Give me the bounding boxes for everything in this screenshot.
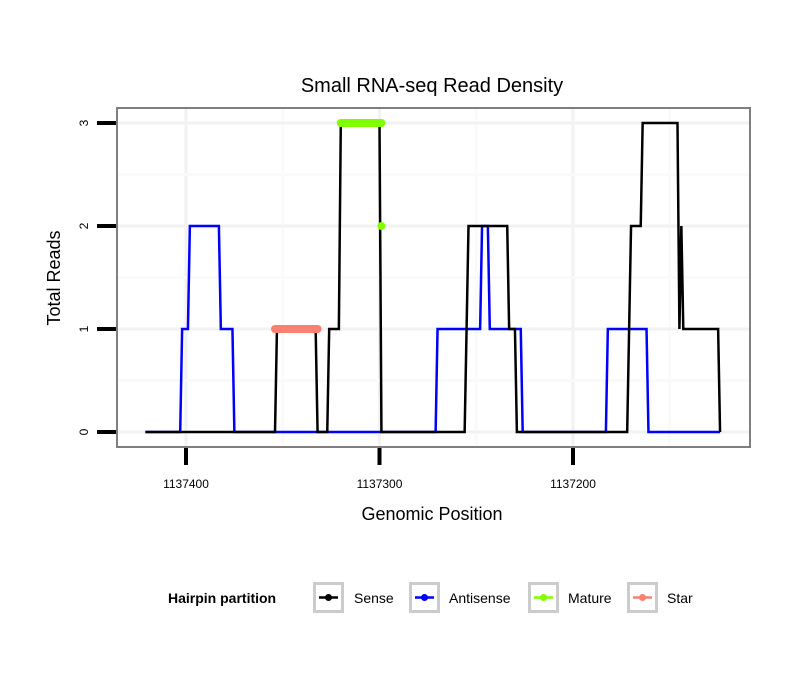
legend-key-point <box>540 594 547 601</box>
legend: Hairpin partition Sense Antisense Mature St… <box>168 582 693 613</box>
x-axis-title: Genomic Position <box>361 504 502 524</box>
legend-label: Antisense <box>449 590 511 606</box>
y-tick-label: 2 <box>77 222 91 229</box>
legend-entry-antisense: Antisense <box>409 582 511 613</box>
legend-entry-star: Star <box>627 582 693 613</box>
x-tick-label: 1137300 <box>357 477 403 491</box>
legend-title: Hairpin partition <box>168 590 276 606</box>
y-tick-label: 3 <box>77 119 91 126</box>
legend-key-point <box>421 594 428 601</box>
y-axis-title: Total Reads <box>44 230 64 325</box>
y-axis: 0 1 2 3 <box>77 119 116 435</box>
legend-label: Sense <box>354 590 394 606</box>
legend-key-point <box>325 594 332 601</box>
x-tick-label: 1137200 <box>550 477 596 491</box>
series-point-mature <box>377 222 386 230</box>
y-tick-label: 1 <box>77 325 91 332</box>
series-line-sense <box>145 121 722 434</box>
legend-entry-mature: Mature <box>528 582 612 613</box>
series-line-antisense <box>145 224 721 434</box>
x-axis: 1137400 1137300 1137200 <box>163 448 596 491</box>
legend-key-point <box>639 594 646 601</box>
x-tick-label: 1137400 <box>163 477 209 491</box>
legend-entries: Sense Antisense Mature Star <box>313 582 693 613</box>
series-layer <box>145 119 722 434</box>
y-tick-label: 0 <box>77 428 91 435</box>
plot-panel-border <box>116 107 751 448</box>
legend-label: Star <box>667 590 693 606</box>
legend-entry-sense: Sense <box>313 582 394 613</box>
chart-title: Small RNA-seq Read Density <box>301 75 563 97</box>
legend-label: Mature <box>568 590 612 606</box>
